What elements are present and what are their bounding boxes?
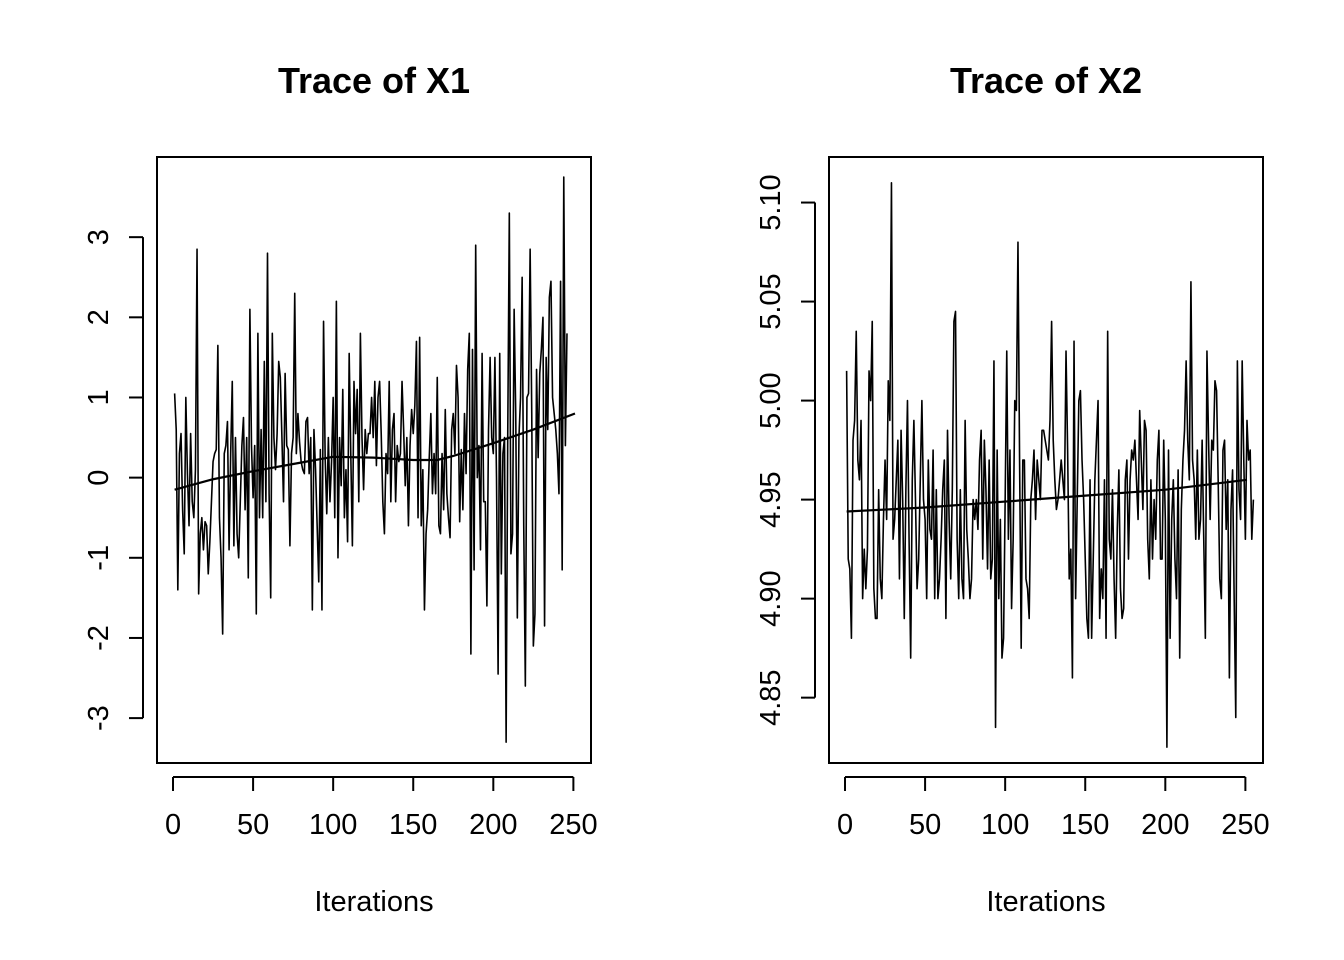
- x-tick-label: 150: [1061, 809, 1109, 841]
- y-tick-label: 5.00: [755, 372, 787, 428]
- y-tick-label: 2: [83, 309, 115, 325]
- x-axis-label: Iterations: [986, 886, 1105, 918]
- y-tick-label: -2: [83, 625, 115, 651]
- trace-line: [845, 181, 1255, 748]
- x-tick-label: 50: [237, 809, 269, 841]
- x-tick-label: 200: [1141, 809, 1189, 841]
- y-axis: 4.85 4.90 4.95 5.00 5.05 5.10: [755, 174, 816, 726]
- x-tick-label: 250: [1221, 809, 1269, 841]
- smoothed-trend-line: [846, 478, 1248, 513]
- x-tick-label: 150: [389, 809, 437, 841]
- plot-frame: [156, 156, 592, 764]
- y-tick-label: 5.10: [755, 174, 787, 230]
- chart-title: Trace of X1: [278, 60, 470, 101]
- plot-frame: [828, 156, 1264, 764]
- y-tick-label: 4.95: [755, 471, 787, 527]
- x-axis: 0 50 100 150 200 250: [165, 776, 598, 841]
- y-tick-label: 1: [83, 389, 115, 405]
- series-group: [845, 181, 1255, 748]
- x-axis-label: Iterations: [314, 886, 433, 918]
- trace-x1-panel: Trace of X1 Iterations 0 50 100 150 200 250 -…: [83, 60, 598, 918]
- y-tick-label: 4.85: [755, 669, 787, 725]
- y-tick-label: 5.05: [755, 273, 787, 329]
- x-tick-label: 50: [909, 809, 941, 841]
- trace-x2-panel: Trace of X2 Iterations 0 50 100 150 200 250 4…: [755, 60, 1270, 918]
- x-tick-label: 0: [165, 809, 181, 841]
- y-tick-label: -1: [83, 545, 115, 571]
- x-axis: 0 50 100 150 200 250: [837, 776, 1270, 841]
- y-tick-label: 4.90: [755, 570, 787, 626]
- smoothed-trend-line: [174, 412, 576, 491]
- chart-title: Trace of X2: [950, 60, 1142, 101]
- y-axis: -3 -2 -1 0 1 2 3: [83, 229, 144, 731]
- x-tick-label: 0: [837, 809, 853, 841]
- y-tick-label: -3: [83, 705, 115, 731]
- trace-line: [173, 176, 568, 743]
- series-group: [173, 176, 576, 743]
- x-tick-label: 100: [309, 809, 357, 841]
- x-tick-label: 100: [981, 809, 1029, 841]
- x-tick-label: 200: [469, 809, 517, 841]
- y-tick-label: 0: [83, 470, 115, 486]
- y-tick-label: 3: [83, 229, 115, 245]
- x-tick-label: 250: [549, 809, 597, 841]
